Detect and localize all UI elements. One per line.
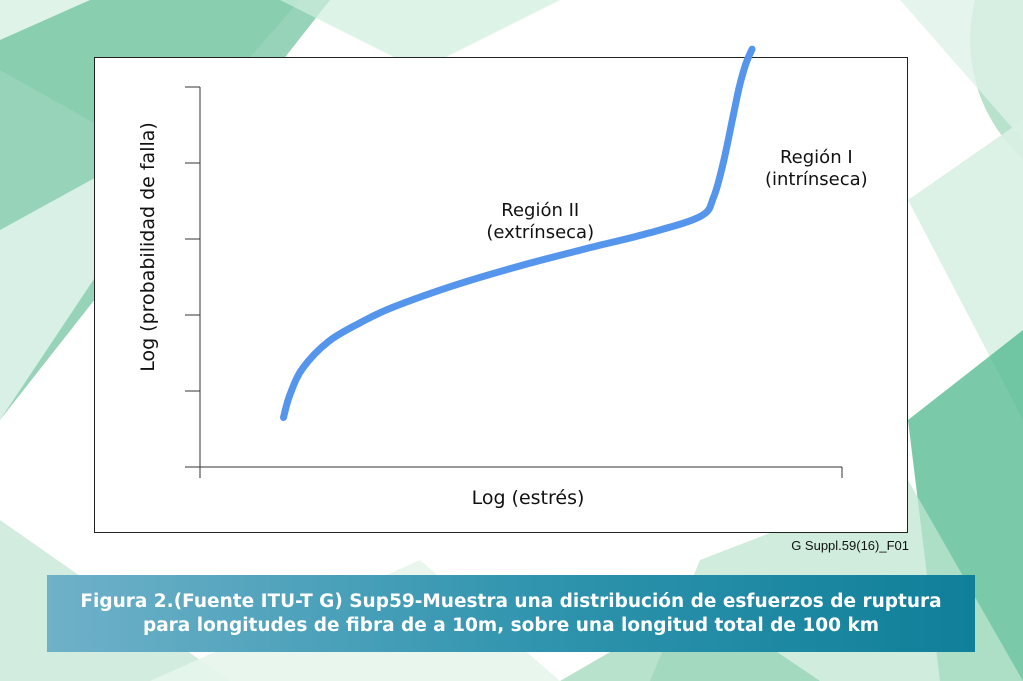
data-point-7 — [453, 281, 461, 288]
chart: Log (estrés) Log (probabilidad de falla)… — [137, 45, 868, 509]
data-point-3 — [299, 364, 307, 372]
data-point-2 — [286, 391, 294, 399]
data-point-4 — [325, 338, 332, 345]
caption-line-2: para longitudes de fibra de a 10m, sobre… — [142, 614, 880, 636]
data-point-1 — [280, 414, 287, 421]
y-axis-label: Log (probabilidad de falla) — [137, 122, 159, 372]
data-point-14 — [729, 114, 737, 121]
annotation-line-2: (extrínseca) — [486, 222, 594, 243]
annotation-line-1: Región I — [780, 147, 853, 168]
annotation-line-2: (intrínseca) — [765, 169, 868, 190]
annotation-line-1: Región II — [501, 200, 579, 221]
data-point-15 — [735, 83, 743, 91]
data-point-10 — [646, 229, 653, 237]
caption-line-1: Figura 2.(Fuente ITU-T G) Sup59-Muestra … — [80, 590, 942, 612]
figure-caption: Figura 2.(Fuente ITU-T G) Sup59-Muestra … — [47, 575, 975, 652]
data-point-5 — [357, 319, 364, 326]
data-point-12 — [710, 193, 717, 201]
y-ticks — [185, 86, 200, 392]
annotation-region-2: Región I (intrínseca) — [765, 147, 868, 190]
data-point-6 — [389, 304, 396, 311]
data-point-16 — [742, 60, 750, 68]
data-point-8 — [517, 262, 525, 269]
data-point-9 — [581, 245, 589, 253]
annotations: Región II (extrínseca) Región I (intrínseca… — [486, 147, 867, 243]
x-axis-label: Log (estrés) — [472, 487, 585, 509]
data-point-13 — [719, 159, 727, 167]
figure-id: G Suppl.59(16)_F01 — [791, 538, 909, 553]
data-points — [280, 45, 756, 421]
data-point-17 — [748, 45, 756, 53]
chart-frame — [94, 57, 908, 533]
annotation-region-1: Región II (extrínseca) — [486, 200, 594, 243]
data-point-11 — [697, 212, 705, 220]
